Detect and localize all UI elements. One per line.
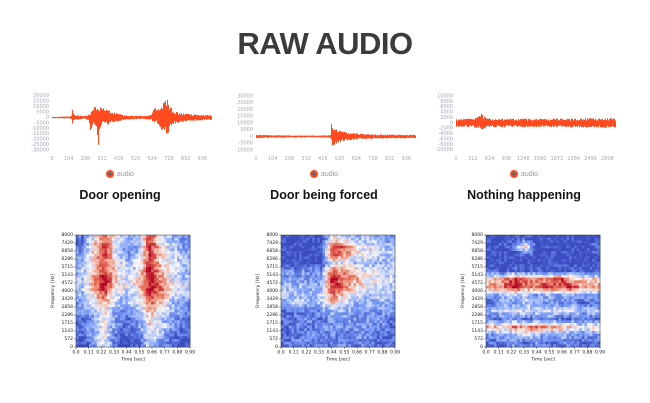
- legend-label: audio: [116, 170, 135, 178]
- legend-audio[interactable]: audio: [424, 169, 624, 179]
- waveform-chart-door-opening: [25, 88, 215, 166]
- legend-audio[interactable]: audio: [224, 169, 424, 179]
- audio-marker-icon: [509, 170, 518, 178]
- waveform-chart-door-being-forced: [229, 88, 419, 166]
- spectrogram-chart-door-being-forced: [251, 229, 401, 369]
- panel-label-door-opening: Door opening: [79, 188, 161, 202]
- audio-marker-icon: [309, 170, 318, 178]
- waveform-panel-door-being-forced: audio Door being forced: [224, 88, 424, 202]
- panel-label-door-being-forced: Door being forced: [270, 188, 378, 202]
- waveform-panel-nothing-happening: audio Nothing happening: [424, 88, 624, 202]
- legend-label: audio: [520, 170, 539, 178]
- spectrogram-panel-nothing-happening: [456, 229, 606, 369]
- page-title: RAW AUDIO: [237, 26, 413, 61]
- spectrogram-panel-door-opening: [46, 229, 196, 369]
- legend-audio[interactable]: audio: [20, 169, 220, 179]
- panel-label-nothing-happening: Nothing happening: [467, 188, 581, 202]
- waveform-chart-nothing-happening: [429, 88, 619, 166]
- waveform-panel-door-opening: audio Door opening: [20, 88, 220, 202]
- spectrogram-panel-door-being-forced: [251, 229, 401, 369]
- legend-label: audio: [320, 170, 339, 178]
- audio-marker-icon: [105, 170, 114, 178]
- spectrogram-chart-nothing-happening: [456, 229, 606, 369]
- spectrogram-chart-door-opening: [46, 229, 196, 369]
